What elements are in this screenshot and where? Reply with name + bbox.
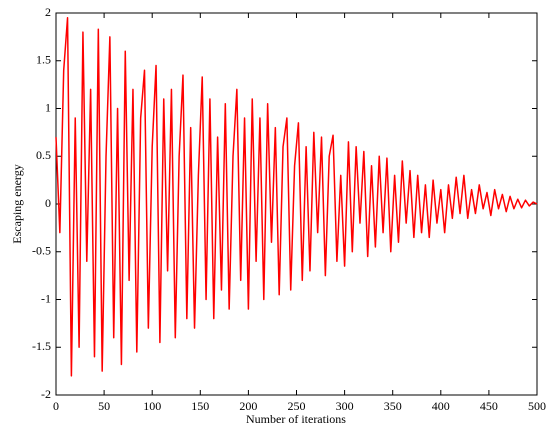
y-axis-label: Escaping energy — [10, 164, 24, 243]
x-tick-label: 350 — [384, 399, 402, 413]
y-tick-label: -1.5 — [32, 339, 51, 353]
y-tick-label: 1.5 — [36, 53, 51, 67]
x-tick-label: 250 — [288, 399, 306, 413]
x-tick-label: 0 — [53, 399, 59, 413]
x-tick-label: 50 — [98, 399, 110, 413]
x-tick-label: 200 — [239, 399, 257, 413]
y-tick-label: -1 — [41, 291, 51, 305]
y-tick-label: -0.5 — [32, 244, 51, 258]
y-tick-label: 2 — [45, 5, 51, 19]
x-tick-label: 100 — [143, 399, 161, 413]
x-tick-label: 150 — [191, 399, 209, 413]
x-tick-label: 450 — [480, 399, 498, 413]
data-line — [55, 17, 538, 377]
y-tick-label: 0 — [45, 196, 51, 210]
y-tick-label: -2 — [41, 387, 51, 401]
x-tick-label: 400 — [432, 399, 450, 413]
x-axis-label: Number of iterations — [246, 412, 346, 426]
x-tick-label: 300 — [336, 399, 354, 413]
y-tick-label: 0.5 — [36, 148, 51, 162]
y-tick-label: 1 — [45, 100, 51, 114]
x-tick-label: 500 — [528, 399, 546, 413]
